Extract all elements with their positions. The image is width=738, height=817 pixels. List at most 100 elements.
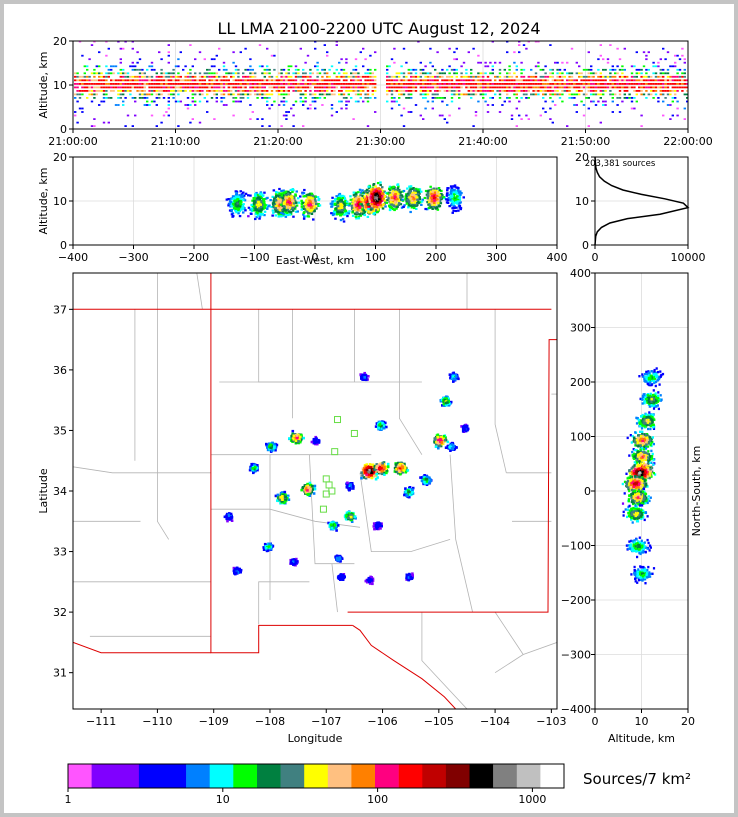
density-cell [292,205,295,208]
density-cell [150,100,154,103]
density-cell [258,207,261,210]
density-cell [112,79,115,82]
density-cell [281,193,285,196]
density-cell [281,197,284,200]
density-cell [263,214,266,217]
density-cell [177,125,180,127]
density-cell [167,107,170,110]
density-cell [604,75,607,78]
density-cell [182,68,185,71]
density-cell [263,86,266,89]
density-cell [527,83,530,85]
density-cell [614,72,617,75]
density-cell [150,86,154,89]
density-cell [357,215,360,218]
density-cell [138,83,142,85]
density-cell [335,75,338,78]
density-cell [263,93,266,96]
density-cell [278,90,281,92]
density-cell [357,83,360,85]
density-cell [191,86,194,89]
density-cell [566,86,569,89]
density-cell [88,86,91,89]
density-cell [74,93,77,96]
density-cell [282,83,286,85]
density-cell [406,187,409,190]
density-cell [575,83,578,85]
density-cell [247,206,251,209]
density-cell [189,72,192,75]
density-cell [582,75,586,78]
density-cell [274,214,277,217]
density-cell [270,93,274,96]
density-cell [107,83,110,85]
density-cell [654,79,658,82]
density-cell [402,79,406,82]
density-cell [220,100,223,103]
density-cell [372,194,375,197]
density-cell [90,72,94,75]
density-cell [350,90,353,92]
density-cell [311,72,314,75]
density-cell [405,193,408,196]
density-cell [411,199,414,202]
density-cell [606,61,610,64]
density-cell [252,202,256,205]
density-cell [614,86,617,89]
density-cell [671,83,674,85]
density-cell [225,75,228,78]
density-cell [227,204,230,207]
density-cell [448,79,451,82]
density-cell [506,72,509,75]
density-cell [380,195,384,198]
x-tick-label: 21:50:00 [561,135,610,148]
density-cell [609,75,612,78]
density-cell [255,206,258,209]
density-cell [141,79,144,82]
density-cell [580,90,583,92]
density-cell [452,189,456,192]
density-cell [666,104,670,106]
density-cell [234,65,238,68]
density-cell [434,86,437,89]
density-cell [364,204,367,207]
density-cell [258,79,262,82]
density-cell [138,93,142,96]
density-cell [279,194,282,197]
density-cell [399,196,403,199]
density-cell [580,79,583,82]
density-cell [393,75,396,78]
density-cell [458,107,461,110]
density-cell [131,75,134,78]
density-cell [352,191,356,194]
density-cell [215,86,218,89]
density-cell [339,212,343,215]
density-cell [599,44,602,46]
density-cell [122,47,125,50]
density-cell [498,61,502,64]
state-border [347,339,557,613]
density-cell [398,79,401,82]
density-cell [235,191,238,195]
density-cell [633,90,636,92]
density-cell [484,65,487,68]
density-cell [302,79,305,82]
density-cell [230,75,233,78]
density-cell [293,205,296,208]
density-cell [368,200,371,203]
density-cell [537,65,540,68]
density-cell [546,90,550,92]
density-cell [230,90,233,92]
density-cell [258,192,262,196]
density-cell [460,79,463,82]
density-cell [340,93,343,96]
density-cell [249,93,252,96]
density-cell [676,72,679,75]
density-cell [341,217,345,221]
density-cell [251,79,254,82]
density-cell [456,195,459,198]
density-cell [117,97,120,99]
density-cell [334,207,338,210]
density-cell [351,201,354,204]
density-cell [276,209,279,212]
